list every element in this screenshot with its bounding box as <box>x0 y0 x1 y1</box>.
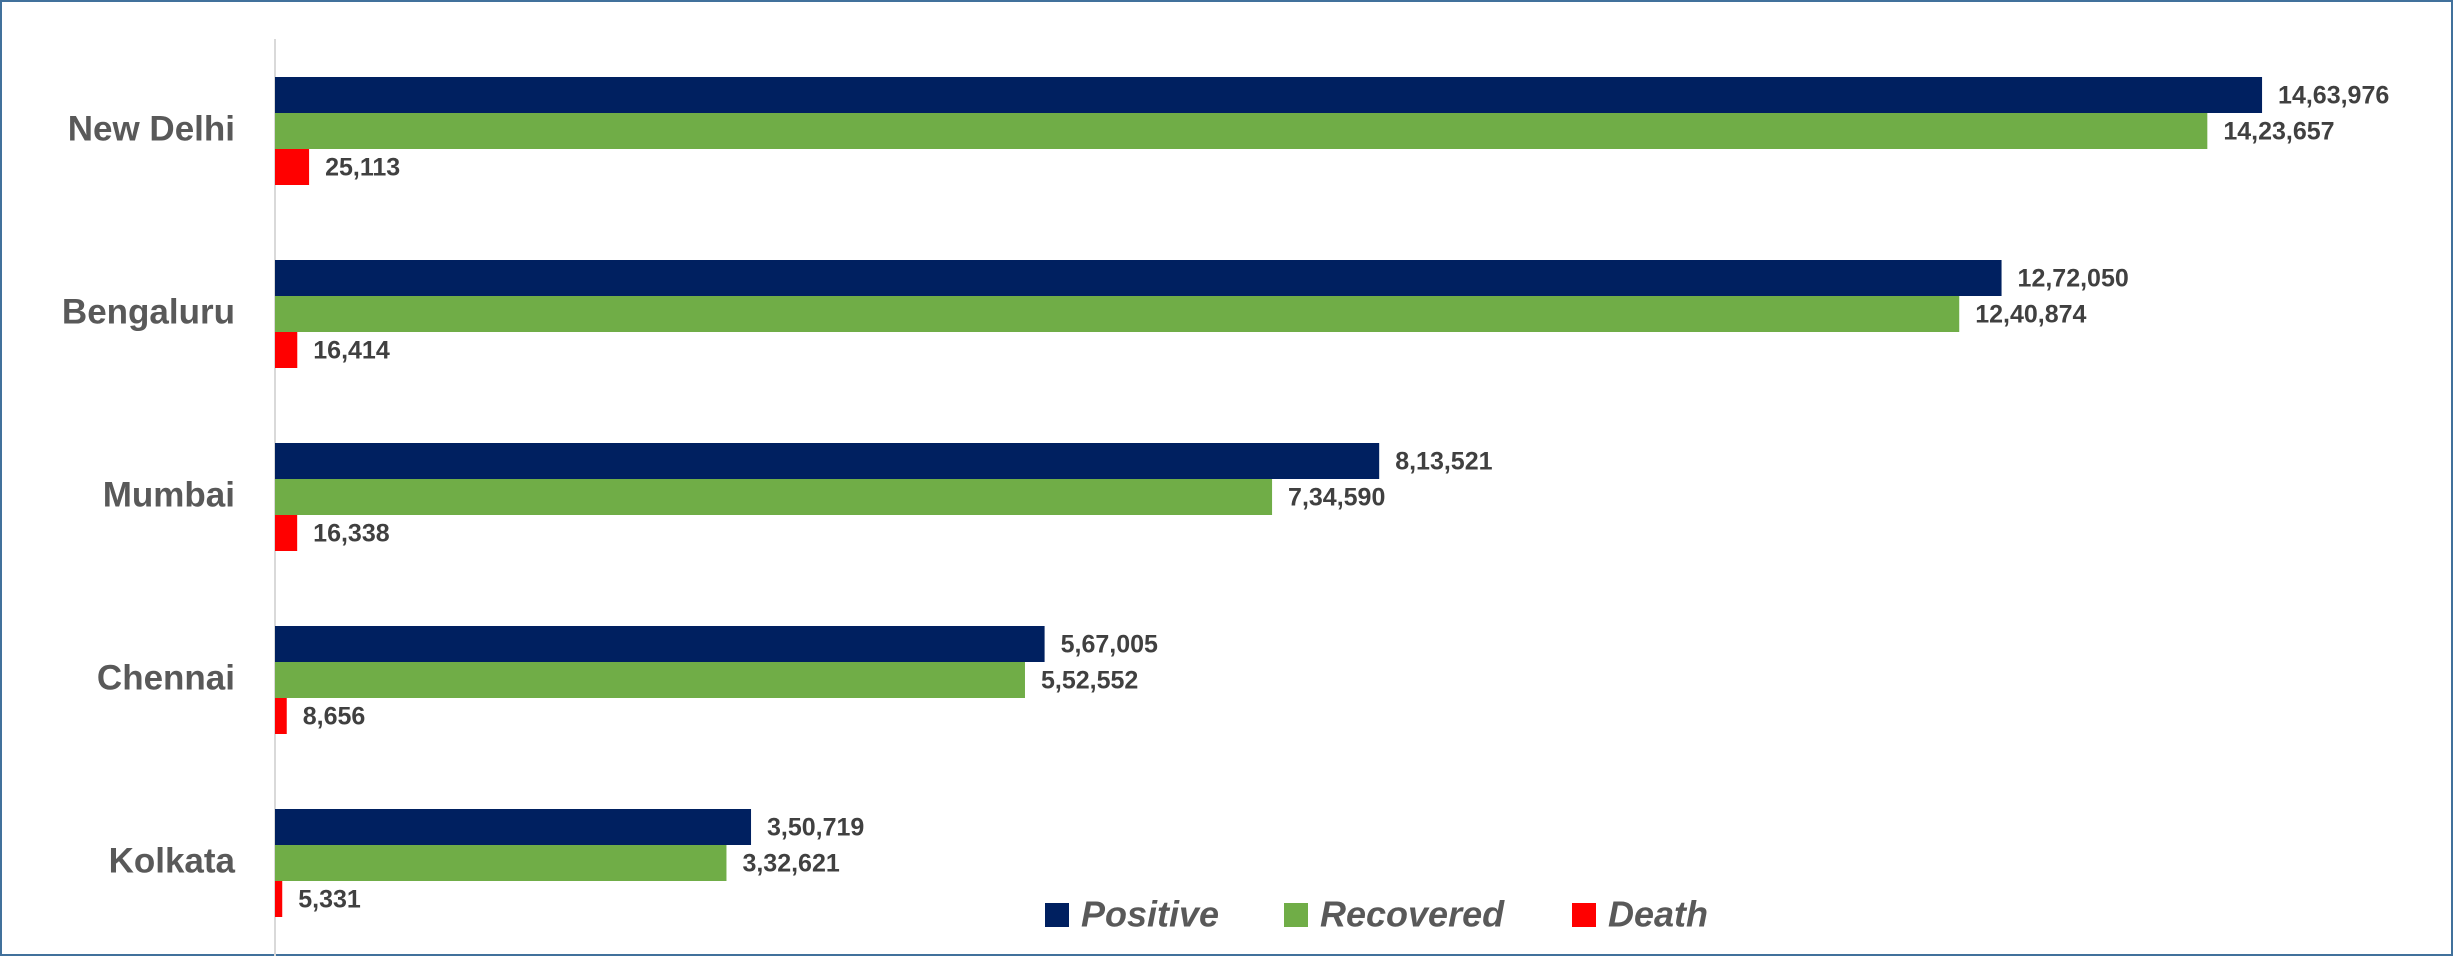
data-label: 12,72,050 <box>2018 265 2129 293</box>
legend-label: Death <box>1608 894 1708 935</box>
bar <box>275 662 1025 698</box>
bar <box>275 515 298 551</box>
data-label: 5,331 <box>298 886 361 914</box>
data-label: 7,34,590 <box>1288 484 1385 512</box>
data-label: 14,23,657 <box>2223 118 2334 146</box>
legend-swatch <box>1572 903 1596 927</box>
bar <box>275 698 287 734</box>
bar <box>275 479 1273 515</box>
bar <box>275 626 1045 662</box>
bar <box>275 296 1960 332</box>
bar <box>275 809 752 845</box>
data-label: 16,414 <box>313 337 390 365</box>
category-label: Kolkata <box>109 841 236 880</box>
data-label: 3,50,719 <box>767 814 864 842</box>
bar <box>275 113 2208 149</box>
category-label: New Delhi <box>68 109 235 148</box>
data-label: 16,338 <box>313 520 390 548</box>
legend-swatch <box>1045 903 1069 927</box>
data-label: 5,52,552 <box>1041 667 1138 695</box>
data-label: 5,67,005 <box>1061 631 1158 659</box>
bar <box>275 332 298 368</box>
legend-swatch <box>1284 903 1308 927</box>
bar <box>275 881 283 917</box>
data-label: 3,32,621 <box>742 850 839 878</box>
legend-label: Recovered <box>1320 894 1505 935</box>
data-label: 8,656 <box>303 703 366 731</box>
bar <box>275 149 310 185</box>
data-label: 25,113 <box>325 154 400 182</box>
category-label: Bengaluru <box>62 292 235 331</box>
bar <box>275 443 1380 479</box>
data-label: 12,40,874 <box>1975 301 2086 329</box>
bar <box>275 77 2263 113</box>
legend-label: Positive <box>1081 894 1219 935</box>
data-label: 14,63,976 <box>2278 82 2389 110</box>
bar <box>275 260 2002 296</box>
category-label: Chennai <box>97 658 235 697</box>
category-label: Mumbai <box>103 475 235 514</box>
bar <box>275 845 727 881</box>
data-label: 8,13,521 <box>1395 448 1492 476</box>
